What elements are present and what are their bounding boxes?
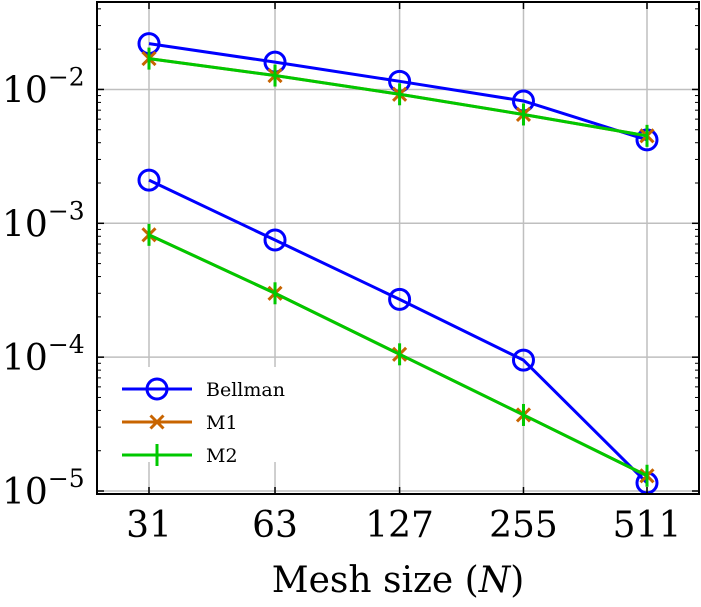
x-axis-label-prefix: Mesh size ( xyxy=(272,560,479,601)
series-layer xyxy=(137,32,659,495)
y-tick-label: 10−2 xyxy=(2,62,85,111)
legend-entry-m2: M2 xyxy=(122,444,238,467)
x-tick-label: 511 xyxy=(613,505,682,546)
circle-marker xyxy=(388,287,412,311)
x-axis-label-variable: N xyxy=(478,560,512,601)
series-m2-5 xyxy=(147,223,649,487)
x-tick-label: 255 xyxy=(489,505,558,546)
circle-marker xyxy=(145,377,169,401)
circle-marker xyxy=(137,168,161,192)
x-tick-label: 63 xyxy=(252,505,298,546)
y-tick-base: 10 xyxy=(2,338,48,379)
legend: Bellman M1 M2 xyxy=(108,367,326,467)
legend-label: M2 xyxy=(206,445,238,467)
x-axis-label: Mesh size (N) xyxy=(272,560,525,601)
y-tick-exponent: −3 xyxy=(48,196,85,225)
circle-marker xyxy=(511,348,535,372)
y-tick-exponent: −2 xyxy=(48,62,85,91)
y-tick-base: 10 xyxy=(2,204,48,245)
y-tick-label: 10−5 xyxy=(2,464,85,513)
circle-marker xyxy=(263,228,287,252)
y-tick-label: 10−3 xyxy=(2,196,85,245)
plot-frame xyxy=(96,1,700,495)
x-marker xyxy=(149,414,165,430)
series-line xyxy=(148,42,648,142)
series-line xyxy=(148,178,649,484)
legend-label: Bellman xyxy=(206,379,285,401)
series-m1-1 xyxy=(141,51,655,144)
x-axis-label-suffix: ) xyxy=(510,560,524,601)
y-tick-exponent: −4 xyxy=(48,330,85,359)
y-tick-exponent: −5 xyxy=(48,464,85,493)
legend-label: M1 xyxy=(206,412,238,434)
legend-entry-m1: M1 xyxy=(122,412,238,434)
legend-box xyxy=(108,367,326,462)
legend-entry-bellman: Bellman xyxy=(122,377,285,401)
y-tick-label: 10−4 xyxy=(2,330,85,379)
y-tick-base: 10 xyxy=(2,70,48,111)
series-m2-2 xyxy=(147,47,649,147)
y-tick-base: 10 xyxy=(2,472,48,513)
x-tick-label: 31 xyxy=(126,505,172,546)
x-tick-label: 127 xyxy=(365,505,434,546)
